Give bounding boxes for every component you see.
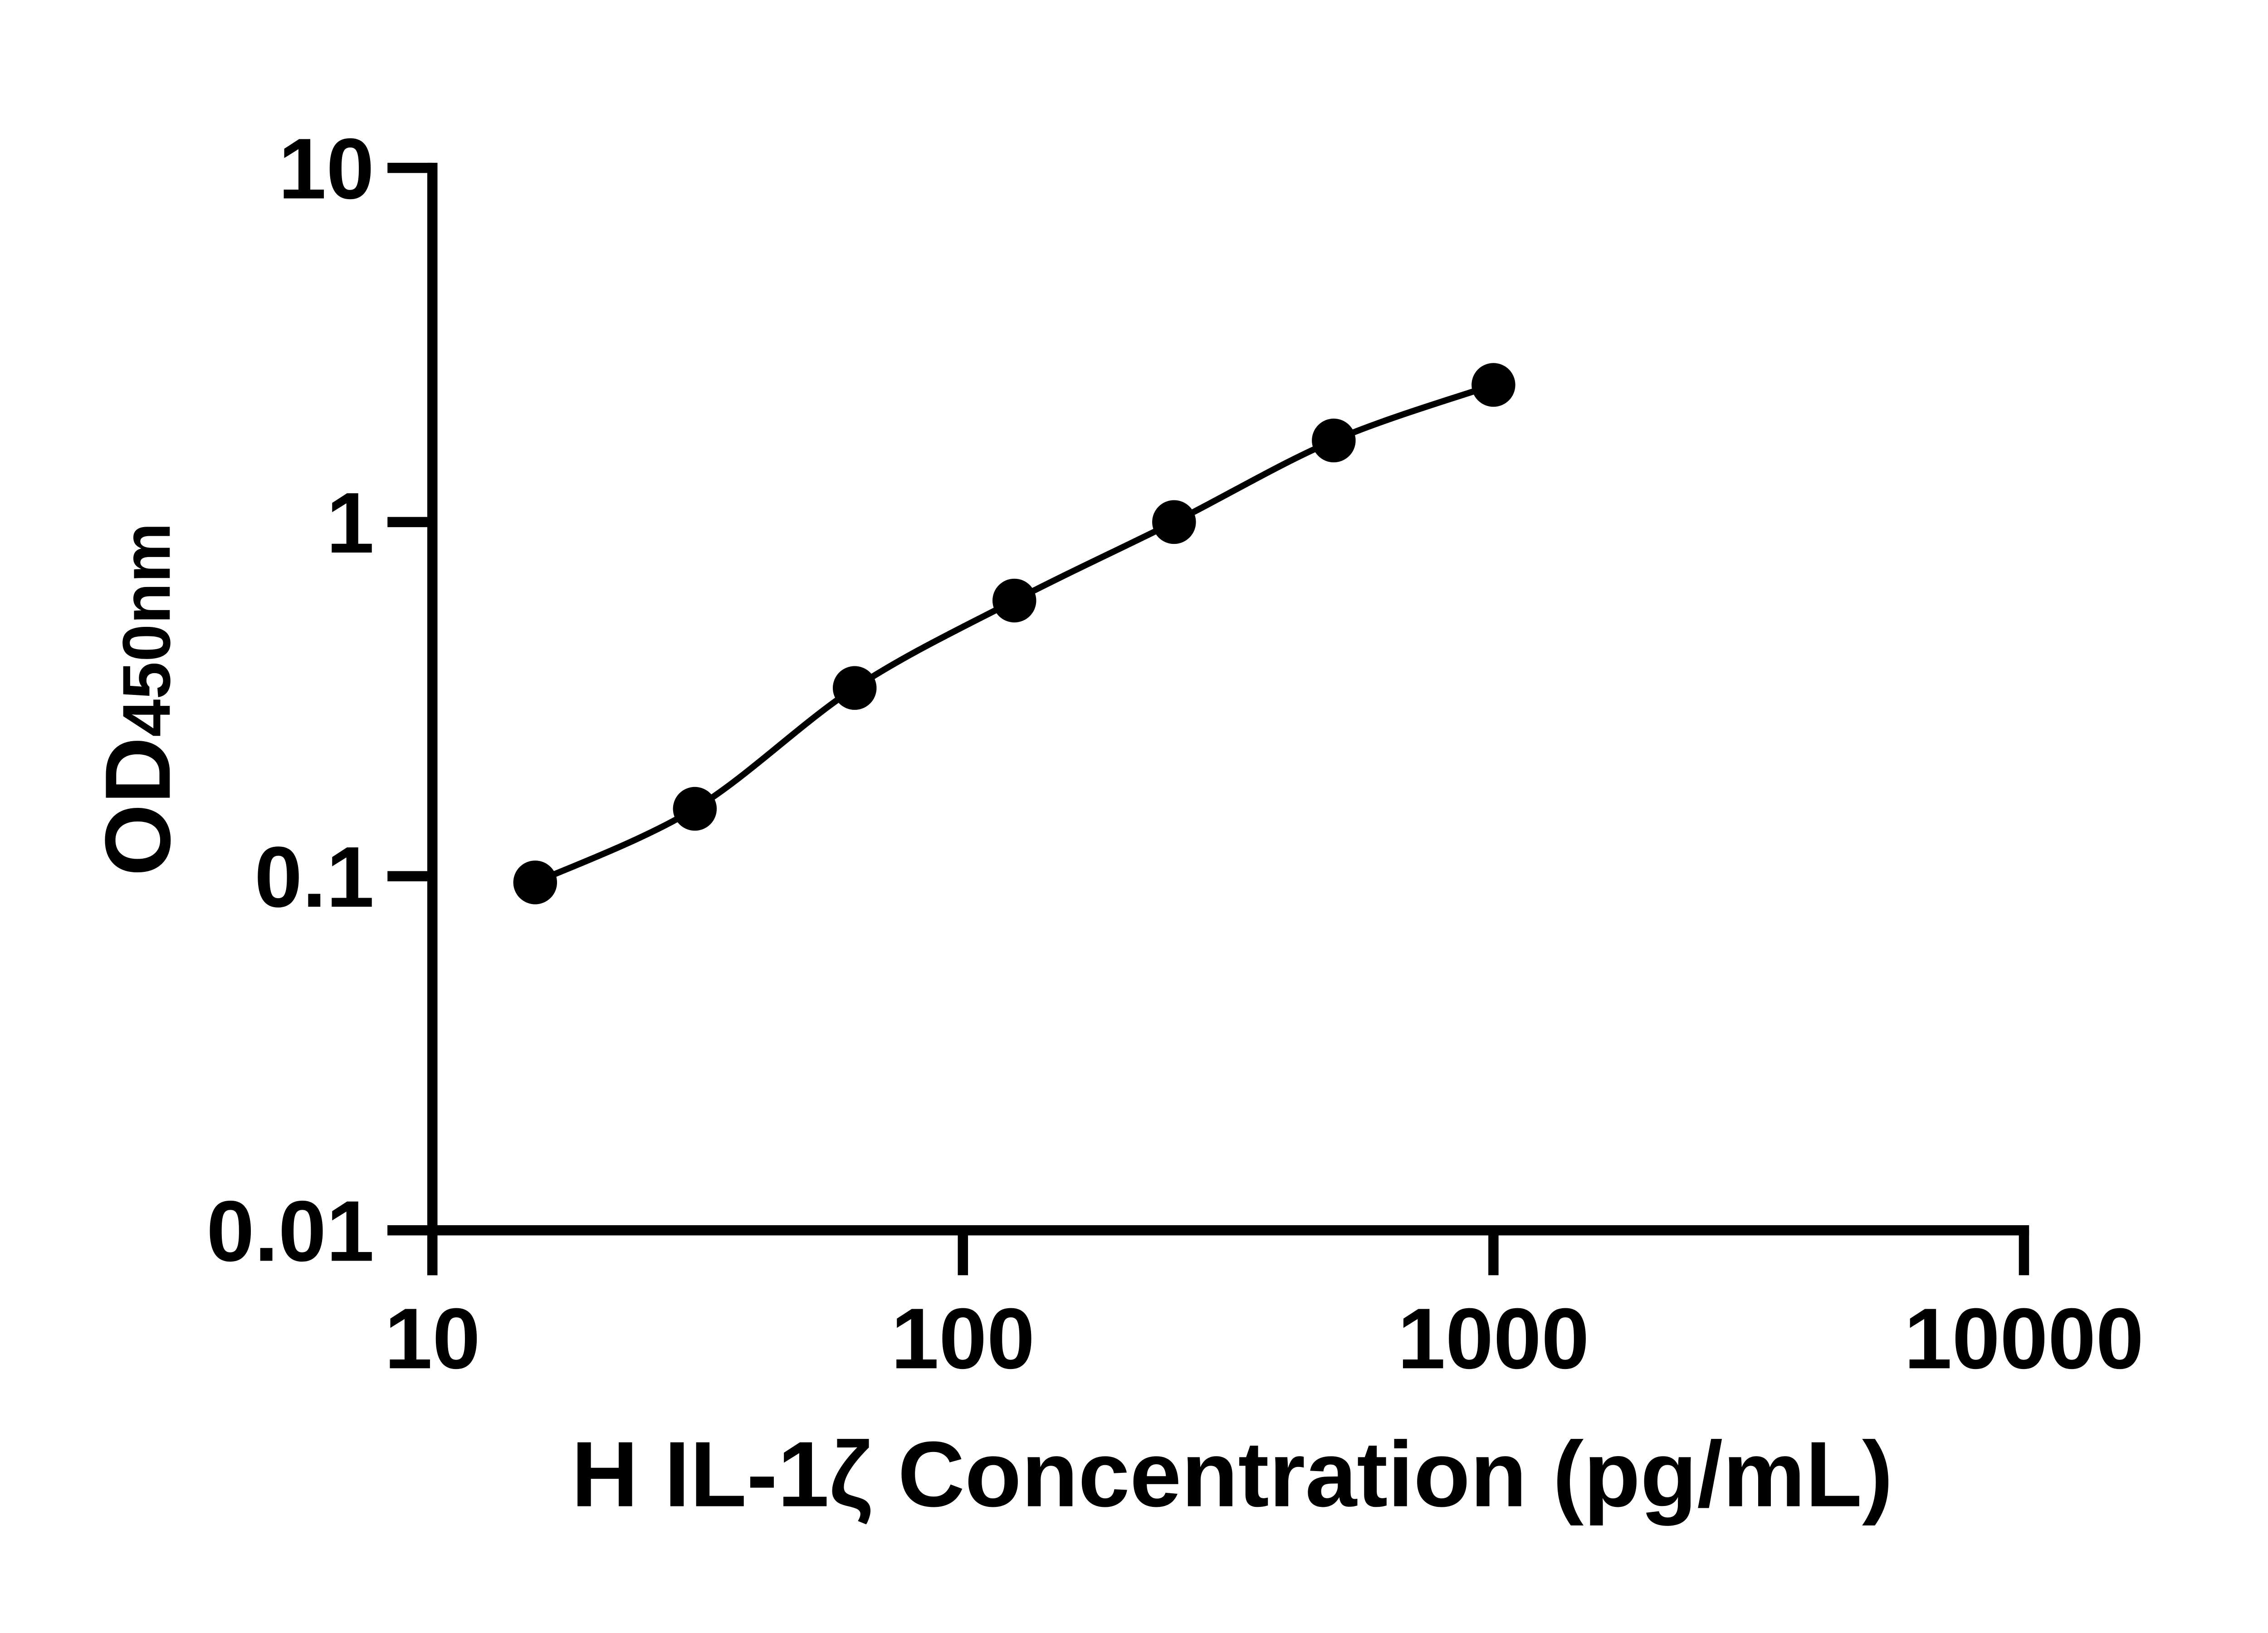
y-tick-label: 1	[326, 475, 374, 571]
data-point	[673, 787, 717, 831]
x-tick-label: 10000	[1904, 1291, 2144, 1387]
y-axis-title-sub: 450nm	[108, 523, 184, 737]
x-axis-title: H IL-1ζ Concentration (pg/mL)	[571, 1423, 1893, 1526]
y-tick-label: 10	[279, 121, 374, 217]
x-tick-label: 1000	[1398, 1291, 1589, 1387]
chart-axes-layer: 10 100 1000 10000 0.01 0.1 1 10	[206, 121, 2144, 1387]
data-point	[513, 861, 557, 905]
y-axis-title: OD 450nm	[86, 523, 190, 876]
data-point	[1152, 500, 1196, 544]
data-point	[832, 666, 877, 710]
x-tick-label: 100	[891, 1291, 1035, 1387]
y-tick-label: 0.1	[254, 829, 374, 925]
y-axis-title-main: OD	[86, 737, 190, 876]
y-tick-label: 0.01	[206, 1183, 374, 1280]
data-point	[992, 578, 1036, 623]
x-tick-label: 10	[385, 1291, 480, 1387]
chart-series-layer	[513, 363, 1515, 905]
data-point	[1312, 418, 1356, 463]
data-point	[1471, 363, 1515, 407]
